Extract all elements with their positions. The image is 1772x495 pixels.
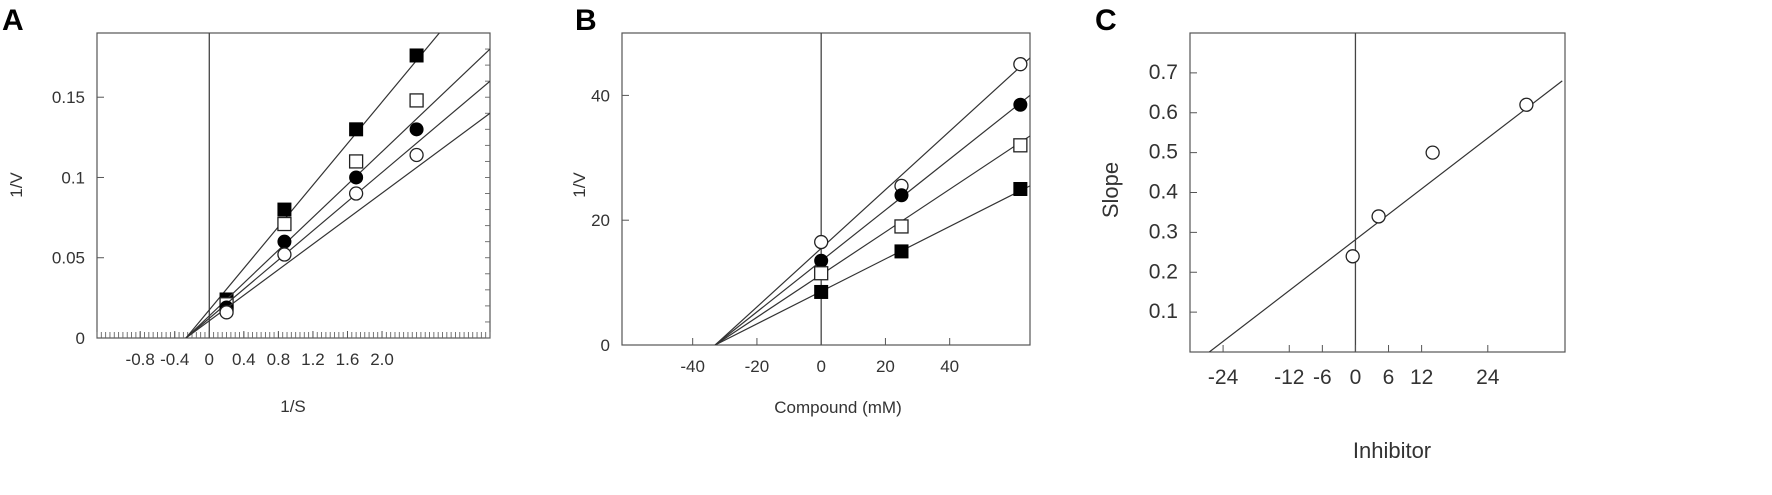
series-0 <box>714 57 1030 345</box>
data-point <box>1425 145 1440 160</box>
x-tick-label: 12 <box>1410 366 1433 389</box>
x-tick-label: 0 <box>816 357 825 376</box>
x-tick-label: 24 <box>1476 366 1500 389</box>
series-2 <box>714 135 1030 345</box>
chart-panel-b: B -40 -20 0 20 40 0 20 40 Compound (mM) 1/V <box>570 4 1031 417</box>
data-point <box>894 188 909 203</box>
panel-letter: A <box>2 4 24 37</box>
data-point <box>1371 209 1386 224</box>
series-3 <box>185 112 490 338</box>
y-tick-label: 20 <box>591 211 610 230</box>
y-axis-label: 1/V <box>570 172 589 198</box>
fit-line <box>714 135 1030 345</box>
data-point <box>409 48 424 63</box>
y-tick-label: 0.1 <box>61 168 85 187</box>
x-tick-label: 6 <box>1383 366 1395 389</box>
y-tick-label: 0 <box>601 336 610 355</box>
data-point <box>277 216 292 232</box>
x-tick-label: 0 <box>205 350 214 369</box>
x-tick-label: 20 <box>876 357 895 376</box>
data-point <box>409 147 424 163</box>
data-point <box>349 170 364 185</box>
x-tick-label: 1.2 <box>301 350 325 369</box>
y-tick-label: 0 <box>76 329 85 348</box>
fit-line <box>714 185 1030 345</box>
data-point <box>409 93 424 108</box>
data-point <box>277 247 292 262</box>
panel-letter: B <box>575 4 597 37</box>
fit-line <box>185 112 490 338</box>
series-3 <box>714 185 1030 345</box>
x-tick-label: -24 <box>1208 366 1239 389</box>
plot-frame <box>621 32 1031 346</box>
fit-line <box>185 80 490 338</box>
x-tick-label: 1.6 <box>336 350 360 369</box>
y-tick-label: 0.2 <box>1149 260 1178 283</box>
x-tick-label: 40 <box>940 357 959 376</box>
plot-frame <box>1189 32 1566 353</box>
y-tick-label: 40 <box>591 86 610 105</box>
x-axis-label: Compound (mM) <box>774 398 902 417</box>
fit-line <box>185 33 441 338</box>
series-2 <box>185 80 490 338</box>
x-tick-label: -12 <box>1274 366 1304 389</box>
x-tick-label: 0.4 <box>232 350 256 369</box>
series-0 <box>1208 80 1563 352</box>
data-point <box>814 234 829 250</box>
x-tick-label: 2.0 <box>370 350 394 369</box>
data-point <box>814 266 829 281</box>
data-point <box>348 154 364 169</box>
panel-letter: C <box>1095 4 1117 37</box>
y-tick-label: 0.5 <box>1149 141 1178 164</box>
x-tick-label: -40 <box>680 357 705 376</box>
data-point <box>349 122 364 137</box>
y-axis-label: 1/V <box>7 172 26 198</box>
x-axis-label: Inhibitor <box>1353 438 1431 463</box>
y-tick-label: 0.15 <box>52 88 85 107</box>
data-point <box>1013 57 1028 72</box>
data-point <box>814 284 829 299</box>
data-point <box>814 253 829 268</box>
data-point <box>1345 249 1360 264</box>
data-point <box>277 234 292 249</box>
data-point <box>1013 182 1028 196</box>
chart-panel-c: C -24 -12 -6 0 6 12 24 0.1 0.2 0.3 0.4 0.5 0.6 0.7 Inhi… <box>1095 4 1566 463</box>
chart-panel-a: A -0.8 -0.4 0 0.4 0.8 1.2 1.6 2.0 0 0.05 0.1 0.15 1/S… <box>2 4 491 416</box>
data-point <box>409 122 424 137</box>
y-tick-label: 0.1 <box>1149 300 1178 323</box>
data-point <box>1519 97 1534 112</box>
x-tick-label: 0 <box>1350 366 1362 389</box>
fit-line <box>185 48 490 338</box>
y-tick-label: 0.05 <box>52 249 85 268</box>
x-tick-label: -0.4 <box>160 350 189 369</box>
plot-frame <box>96 32 491 339</box>
series-1 <box>714 94 1030 345</box>
x-tick-label: -0.8 <box>126 350 155 369</box>
x-tick-label: 0.8 <box>267 350 291 369</box>
data-point <box>894 219 909 234</box>
x-tick-label: -20 <box>745 357 770 376</box>
series-0 <box>185 33 441 338</box>
y-tick-label: 0.4 <box>1149 181 1179 204</box>
fit-line <box>714 57 1030 345</box>
y-tick-label: 0.6 <box>1149 101 1178 124</box>
data-point <box>894 244 909 259</box>
y-tick-label: 0.7 <box>1149 61 1178 84</box>
data-point <box>277 202 292 217</box>
fit-line <box>1208 80 1563 352</box>
data-point <box>1013 97 1028 112</box>
y-tick-label: 0.3 <box>1149 220 1178 243</box>
data-point <box>348 186 364 201</box>
data-point <box>1013 138 1028 153</box>
x-axis-label: 1/S <box>280 397 306 416</box>
fit-line <box>714 94 1030 345</box>
series-1 <box>185 48 490 338</box>
data-point <box>219 305 234 320</box>
x-tick-label: -6 <box>1313 366 1332 389</box>
y-axis-label: Slope <box>1098 162 1123 218</box>
